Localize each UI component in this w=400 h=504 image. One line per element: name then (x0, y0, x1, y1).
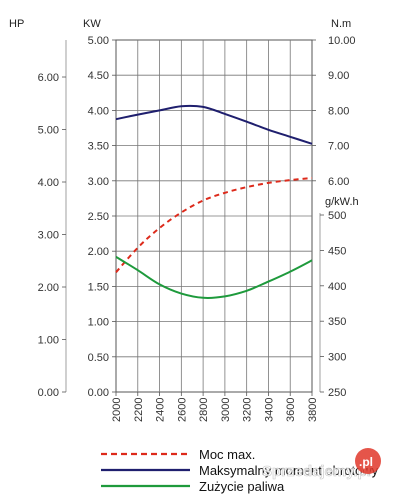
legend-label-fuel-consumption: Zużycie paliwa (199, 479, 285, 494)
gkwh-tick-label: 500 (328, 210, 346, 222)
legend-label-moc-max: Moc max. (199, 447, 255, 462)
nm-unit-label: N.m (331, 18, 351, 30)
nm-tick-label: 7.00 (328, 141, 349, 153)
x-tick-label: 2000 (111, 398, 123, 422)
x-tick-label: 2400 (155, 398, 167, 422)
series-line-max-torque (115, 104, 313, 145)
gkwh-tick-label: 350 (328, 316, 346, 328)
kw-tick-label: 1.50 (88, 281, 109, 293)
kw-tick-label: 0.00 (88, 387, 109, 399)
x-tick-label: 2800 (198, 398, 210, 422)
series-group (115, 104, 313, 299)
legend: Moc max. Maksymalny moment obrotowy Zuży… (101, 447, 379, 494)
watermark-badge-icon (355, 448, 381, 474)
hp-tick-label: 3.00 (38, 230, 59, 242)
nm-tick-label: 8.00 (328, 105, 349, 117)
right-ticks: 6.00 7.00 8.00 9.00 10.00 250 300 350 400 450 500 (312, 35, 356, 399)
kw-tick-label: 4.00 (88, 105, 109, 117)
gkwh-tick-label: 450 (328, 245, 346, 257)
watermark: Sprzedajemy.pl .pl (262, 448, 381, 480)
gkwh-tick-label: 250 (328, 387, 346, 399)
x-tick-label: 3800 (307, 398, 319, 422)
gkwh-tick-label: 300 (328, 352, 346, 364)
x-tick-label: 2600 (176, 398, 188, 422)
hp-tick-label: 2.00 (38, 282, 59, 294)
hp-tick-label: 1.00 (38, 335, 59, 347)
x-tick-label: 3000 (220, 398, 232, 422)
hp-tick-label: 4.00 (38, 177, 59, 189)
hp-unit-label: HP (9, 18, 24, 30)
kw-tick-label: 0.50 (88, 352, 109, 364)
nm-tick-label: 10.00 (328, 35, 356, 47)
kw-unit-label: KW (83, 18, 101, 30)
kw-tick-label: 2.50 (88, 211, 109, 223)
kw-tick-label: 2.00 (88, 246, 109, 258)
gkwh-unit-label: g/kW.h (325, 196, 359, 208)
kw-tick-label: 3.00 (88, 176, 109, 188)
gkwh-tick-label: 400 (328, 281, 346, 293)
nm-tick-label: 9.00 (328, 70, 349, 82)
hp-tick-label: 5.00 (38, 125, 59, 137)
x-tick-label: 3600 (285, 398, 297, 422)
x-tick-label: 3200 (242, 398, 254, 422)
watermark-badge-text: .pl (359, 455, 373, 469)
legend-label-max-torque: Maksymalny moment obrotowy (199, 463, 379, 478)
hp-tick-label: 0.00 (38, 387, 59, 399)
watermark-text: Sprzedajemy.pl (262, 463, 371, 480)
hp-tick-label: 6.00 (38, 72, 59, 84)
kw-tick-label: 1.00 (88, 317, 109, 329)
kw-tick-label: 4.50 (88, 70, 109, 82)
x-tick-label: 2200 (133, 398, 145, 422)
kw-tick-label: 5.00 (88, 35, 109, 47)
series-line-fuel-consumption (115, 255, 313, 299)
series-line-moc-max (115, 177, 313, 273)
left-ticks: 0.00 0.50 1.00 1.50 2.00 2.50 3.00 3.50 4.00 4.50… (38, 35, 116, 399)
kw-tick-label: 3.50 (88, 141, 109, 153)
x-ticks: 2000 2200 2400 2600 2800 3000 3200 3400 3600 3800 (111, 392, 319, 422)
nm-tick-label: 6.00 (328, 176, 349, 188)
x-tick-label: 3400 (263, 398, 275, 422)
